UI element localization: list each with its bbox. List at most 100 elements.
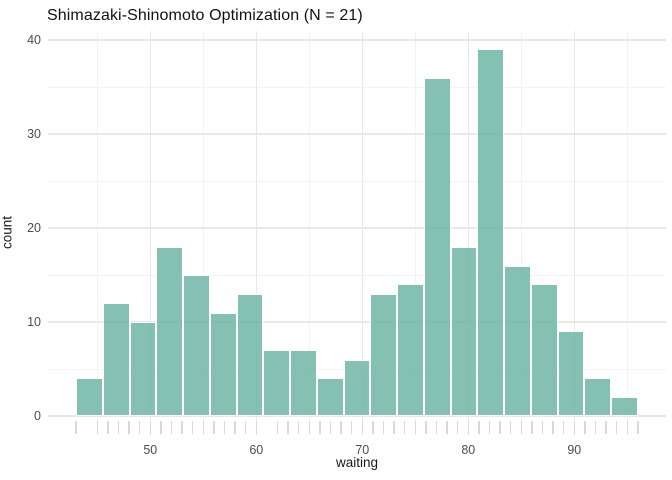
rug-tick	[446, 421, 448, 434]
rug-tick	[96, 421, 99, 434]
histogram-bar	[423, 77, 451, 416]
y-minor-gridline	[48, 274, 666, 276]
rug-tick	[605, 421, 607, 434]
histogram-bar	[584, 378, 612, 416]
histogram-bar	[611, 397, 638, 416]
rug-tick	[435, 421, 438, 434]
histogram-bar	[316, 378, 344, 416]
rug-tick	[160, 421, 162, 434]
y-tick-label: 0	[34, 409, 41, 423]
y-major-gridline	[48, 133, 666, 135]
rug-tick	[244, 421, 247, 434]
rug-tick	[626, 421, 629, 434]
x-minor-gridline	[520, 31, 522, 435]
rug-tick	[573, 421, 576, 434]
histogram-bar	[370, 293, 398, 416]
histogram-bar	[530, 284, 558, 416]
rug-tick	[584, 421, 586, 434]
rug-tick	[403, 421, 406, 434]
rug-tick	[223, 421, 226, 434]
rug-tick	[562, 421, 565, 434]
rug-tick	[149, 421, 152, 434]
rug-tick	[520, 421, 523, 434]
rug-tick	[425, 421, 427, 434]
y-tick-label: 20	[27, 221, 41, 235]
y-tick-label: 10	[27, 315, 41, 329]
x-major-gridline	[573, 31, 575, 435]
rug-tick	[128, 421, 130, 434]
rug-tick	[170, 421, 173, 434]
y-major-gridline	[48, 39, 666, 41]
histogram-bar	[183, 275, 210, 416]
rug-tick	[372, 421, 374, 434]
chart-title: Shimazaki-Shinomoto Optimization (N = 21…	[47, 7, 363, 24]
y-minor-gridline	[48, 180, 666, 182]
rug-tick	[255, 421, 258, 434]
x-major-gridline	[149, 31, 151, 435]
histogram-bar	[236, 293, 264, 416]
x-minor-gridline	[308, 31, 310, 435]
histogram-bar	[209, 312, 237, 416]
histogram-bar	[129, 322, 157, 416]
x-axis-title: waiting	[335, 455, 379, 470]
y-major-gridline	[48, 227, 666, 229]
rug-tick	[340, 421, 342, 434]
rug-tick	[350, 421, 353, 434]
rug-tick	[637, 421, 639, 434]
x-tick-label: 90	[567, 443, 582, 457]
x-minor-gridline	[414, 31, 416, 435]
histogram-bar	[156, 246, 184, 416]
rug-tick	[287, 421, 289, 434]
rug-tick	[467, 421, 470, 434]
x-tick-label: 80	[461, 443, 476, 457]
rug-tick	[393, 421, 395, 434]
rug-tick	[181, 421, 183, 434]
rug-tick	[541, 421, 544, 434]
rug-tick	[509, 421, 512, 434]
x-minor-gridline	[202, 31, 204, 435]
rug-tick	[191, 421, 194, 434]
rug-tick	[488, 421, 491, 434]
rug-tick	[319, 421, 321, 434]
x-tick-label: 70	[355, 443, 370, 457]
histogram-bar	[397, 284, 424, 416]
histogram-bar	[76, 378, 103, 416]
rug-tick	[117, 421, 120, 434]
x-tick-label: 60	[249, 443, 264, 457]
histogram-bar	[557, 331, 585, 416]
y-major-gridline	[48, 321, 666, 323]
rug-tick	[107, 421, 109, 434]
rug-tick	[361, 421, 364, 434]
rug-tick	[594, 421, 597, 434]
x-tick-label: 50	[143, 443, 158, 457]
y-tick-label: 30	[27, 127, 41, 141]
x-major-gridline	[255, 31, 257, 435]
histogram-bar	[290, 350, 317, 416]
rug-tick	[297, 421, 300, 434]
rug-tick	[478, 421, 480, 434]
histogram-bar	[504, 265, 531, 416]
histogram-bar	[343, 359, 371, 416]
rug-tick	[276, 421, 279, 434]
rug-tick	[499, 421, 501, 434]
x-minor-gridline	[626, 31, 628, 435]
y-minor-gridline	[48, 86, 666, 88]
rug-tick	[531, 421, 533, 434]
rug-tick	[382, 421, 385, 434]
y-tick-label: 40	[27, 33, 41, 47]
histogram-bar	[102, 303, 130, 416]
rug-tick	[615, 421, 618, 434]
rug-tick	[308, 421, 311, 434]
histogram-bar	[450, 246, 478, 416]
rug-tick	[414, 421, 417, 434]
rug-tick	[552, 421, 554, 434]
histogram-bar	[263, 350, 291, 416]
rug-tick	[456, 421, 459, 434]
y-major-gridline	[48, 415, 666, 417]
rug-tick	[138, 421, 141, 434]
x-major-gridline	[361, 31, 363, 435]
x-minor-gridline	[96, 31, 98, 435]
rug-tick	[213, 421, 215, 434]
rug-tick	[234, 421, 236, 434]
